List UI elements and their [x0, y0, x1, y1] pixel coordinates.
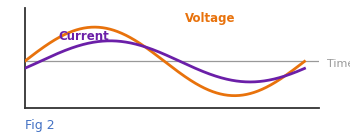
- Text: Current: Current: [58, 30, 109, 43]
- Text: Time: Time: [327, 59, 350, 69]
- Text: Fig 2: Fig 2: [25, 120, 54, 132]
- Text: Voltage: Voltage: [184, 12, 235, 25]
